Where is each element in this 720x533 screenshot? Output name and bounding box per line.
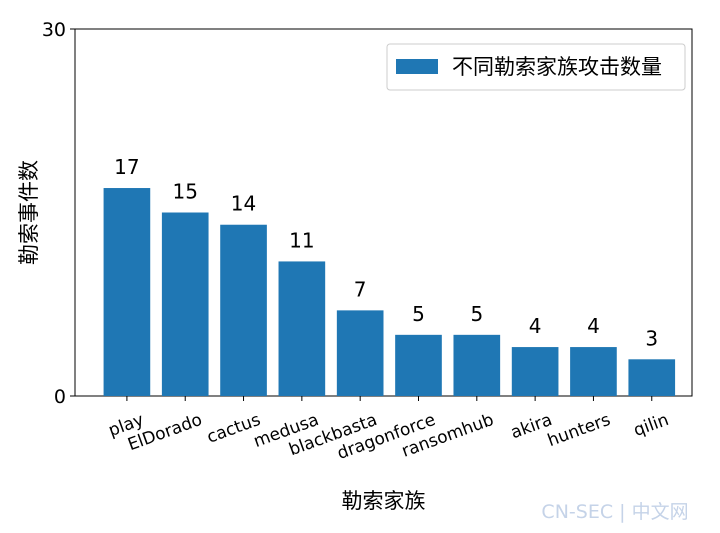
bar	[453, 334, 501, 396]
value-label: 5	[470, 302, 483, 326]
y-axis-label: 勒索事件数	[17, 160, 41, 265]
value-label: 11	[289, 228, 314, 252]
bar	[220, 224, 267, 396]
bar	[570, 347, 617, 396]
x-tick-label: hunters	[545, 410, 613, 451]
value-label: 14	[231, 192, 256, 216]
value-label: 17	[114, 155, 139, 179]
bar	[161, 212, 209, 396]
y-tick-label: 0	[54, 386, 66, 408]
value-label: 15	[172, 180, 197, 204]
value-label: 3	[645, 326, 658, 350]
legend-box	[386, 43, 686, 91]
x-axis-label: 勒索家族	[342, 489, 426, 513]
bar	[278, 261, 326, 396]
value-label: 5	[412, 302, 425, 326]
bar	[336, 310, 384, 396]
value-label: 7	[354, 277, 367, 301]
legend-swatch	[396, 59, 438, 74]
value-label: 4	[529, 314, 542, 338]
y-tick-label: 30	[42, 19, 66, 41]
value-label: 4	[587, 314, 600, 338]
legend: 不同勒索家族攻击数量	[386, 43, 686, 91]
bar	[628, 359, 676, 396]
watermark: CN-SEC | 中文网	[541, 501, 688, 523]
bar	[103, 188, 151, 396]
x-tick-label: qilin	[631, 410, 671, 441]
legend-label: 不同勒索家族攻击数量	[452, 55, 662, 79]
bar	[395, 334, 442, 396]
bar	[511, 347, 559, 396]
